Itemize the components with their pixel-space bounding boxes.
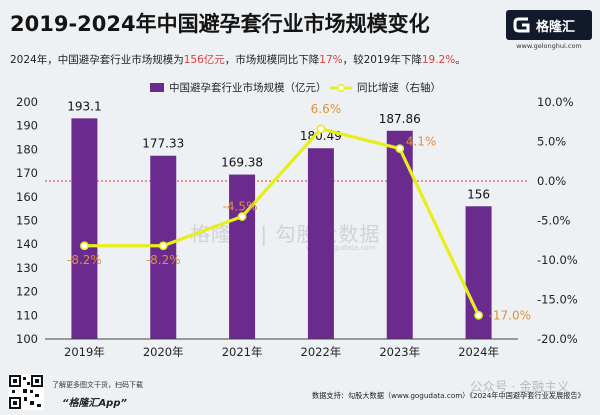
x-axis-tick-label: 2024年: [458, 345, 499, 359]
left-axis-tick-label: 130: [16, 261, 38, 275]
left-axis-tick-label: 140: [16, 237, 38, 251]
left-axis-tick-label: 180: [16, 142, 38, 156]
growth-point: [237, 212, 247, 221]
bar-value-label: 177.33: [142, 137, 184, 151]
footer-tagline: 了解更多图文干货，扫码下载: [52, 381, 143, 389]
left-axis-tick-label: 100: [16, 332, 38, 346]
growth-point: [316, 124, 326, 134]
x-axis-tick-label: 2021年: [222, 345, 263, 359]
left-axis: 100 110 120 130 140 150 160 170 180 190 200: [16, 95, 38, 346]
footer-app-name: “格隆汇App”: [62, 398, 127, 409]
legend-bar-label: 中国避孕套行业市场规模（亿元）: [169, 82, 327, 94]
left-axis-tick-label: 120: [16, 285, 38, 299]
bar-2019年: [71, 118, 98, 339]
brand-logo: 格隆汇 www.gelonghui.com: [506, 10, 592, 50]
right-axis-tick-label: 5.0%: [537, 135, 566, 149]
data-source-note: 数据支持：勾股大数据（www.gogudata.com）《2024年中国避孕套行…: [312, 391, 585, 400]
growth-point: [158, 241, 168, 251]
growth-line-series: -8.2% -8.2% -4.5% 6.6% 4.1% -17.0%: [67, 102, 531, 322]
bar-value-label: 187.86: [379, 112, 421, 126]
left-axis-tick-label: 110: [16, 308, 38, 322]
legend-line-label: 同比增速（右轴）: [357, 82, 441, 94]
right-axis-tick-label: -5.0%: [537, 214, 570, 228]
subtitle-market-size: 156亿元: [183, 54, 225, 66]
right-axis-tick-label: -15.0%: [537, 293, 578, 307]
legend-item-bars: 中国避孕套行业市场规模（亿元）: [150, 80, 327, 95]
growth-line-path: [84, 127, 481, 316]
right-axis-tick-label: -20.0%: [537, 332, 578, 346]
left-axis-tick-label: 160: [16, 190, 38, 204]
x-axis-tick-label: 2022年: [301, 345, 342, 359]
wechat-watermark: 公众号 · 金融主义: [470, 379, 570, 394]
subtitle-text-3: ，较2019年下降: [342, 54, 422, 66]
growth-value-label: -8.2%: [67, 253, 102, 267]
x-axis-tick-label: 2020年: [143, 345, 184, 359]
right-axis-tick-label: -10.0%: [537, 253, 578, 267]
x-axis-tick-label: 2023年: [379, 345, 420, 359]
subtitle-text-1: 2024年，中国避孕套行业市场规模为: [10, 54, 184, 66]
bar-value-label: 156: [467, 187, 490, 201]
x-axis-tick-label: 2019年: [64, 345, 105, 359]
left-axis-tick-label: 170: [16, 166, 38, 180]
center-watermark-url: www.gogudata.com: [306, 244, 376, 252]
logo-badge: 格隆汇: [506, 10, 592, 40]
right-axis-tick-label: 0.0%: [537, 174, 566, 188]
x-axis: 2019年 2020年 2021年 2022年 2023年 2024年: [45, 338, 518, 359]
growth-value-label: -17.0%: [489, 308, 531, 322]
left-axis-tick-label: 190: [16, 119, 38, 133]
legend-item-line: 同比增速（右轴）: [330, 80, 441, 95]
subtitle-text-4: 。: [455, 54, 466, 66]
subtitle-yoy-decline: 17%: [319, 54, 343, 66]
subtitle-vs-2019: 19.2%: [421, 54, 456, 66]
right-axis: 10.0% 5.0% 0.0% -5.0% -10.0% -15.0% -20.0%: [537, 95, 578, 346]
growth-point: [80, 241, 89, 251]
legend-bar-swatch: [150, 83, 164, 92]
bar-value-label: 169.38: [221, 156, 263, 170]
logo-mark-icon: [513, 17, 530, 33]
growth-value-label: -4.5%: [223, 200, 258, 214]
growth-point: [474, 310, 483, 320]
logo-url: www.gelonghui.com: [516, 42, 582, 50]
logo-name: 格隆汇: [536, 20, 576, 35]
chart-legend: 中国避孕套行业市场规模（亿元） 同比增速（右轴）: [0, 80, 600, 96]
growth-value-label: 4.1%: [406, 135, 437, 149]
bar-value-label: 193.1: [67, 99, 101, 113]
growth-point: [395, 144, 405, 154]
qr-code-icon: [8, 374, 44, 410]
bar-2021年: [229, 174, 256, 339]
subtitle-text-2: ，市场规模同比下降: [224, 54, 320, 66]
growth-value-label: -8.2%: [146, 253, 181, 267]
center-watermark: 格隆汇 | 勾股大数据: [190, 222, 381, 246]
growth-value-label: 6.6%: [311, 102, 342, 116]
chart-title: 2019-2024年中国避孕套行业市场规模变化: [10, 12, 430, 36]
chart-subtitle: 2024年，中国避孕套行业市场规模为156亿元，市场规模同比下降17%，较201…: [10, 52, 510, 67]
bar-2022年: [307, 148, 334, 339]
bar-2023年: [386, 130, 413, 339]
left-axis-tick-label: 150: [16, 214, 38, 228]
left-axis-tick-label: 200: [16, 95, 38, 109]
right-axis-tick-label: 10.0%: [537, 95, 574, 109]
legend-line-swatch: [330, 83, 352, 92]
